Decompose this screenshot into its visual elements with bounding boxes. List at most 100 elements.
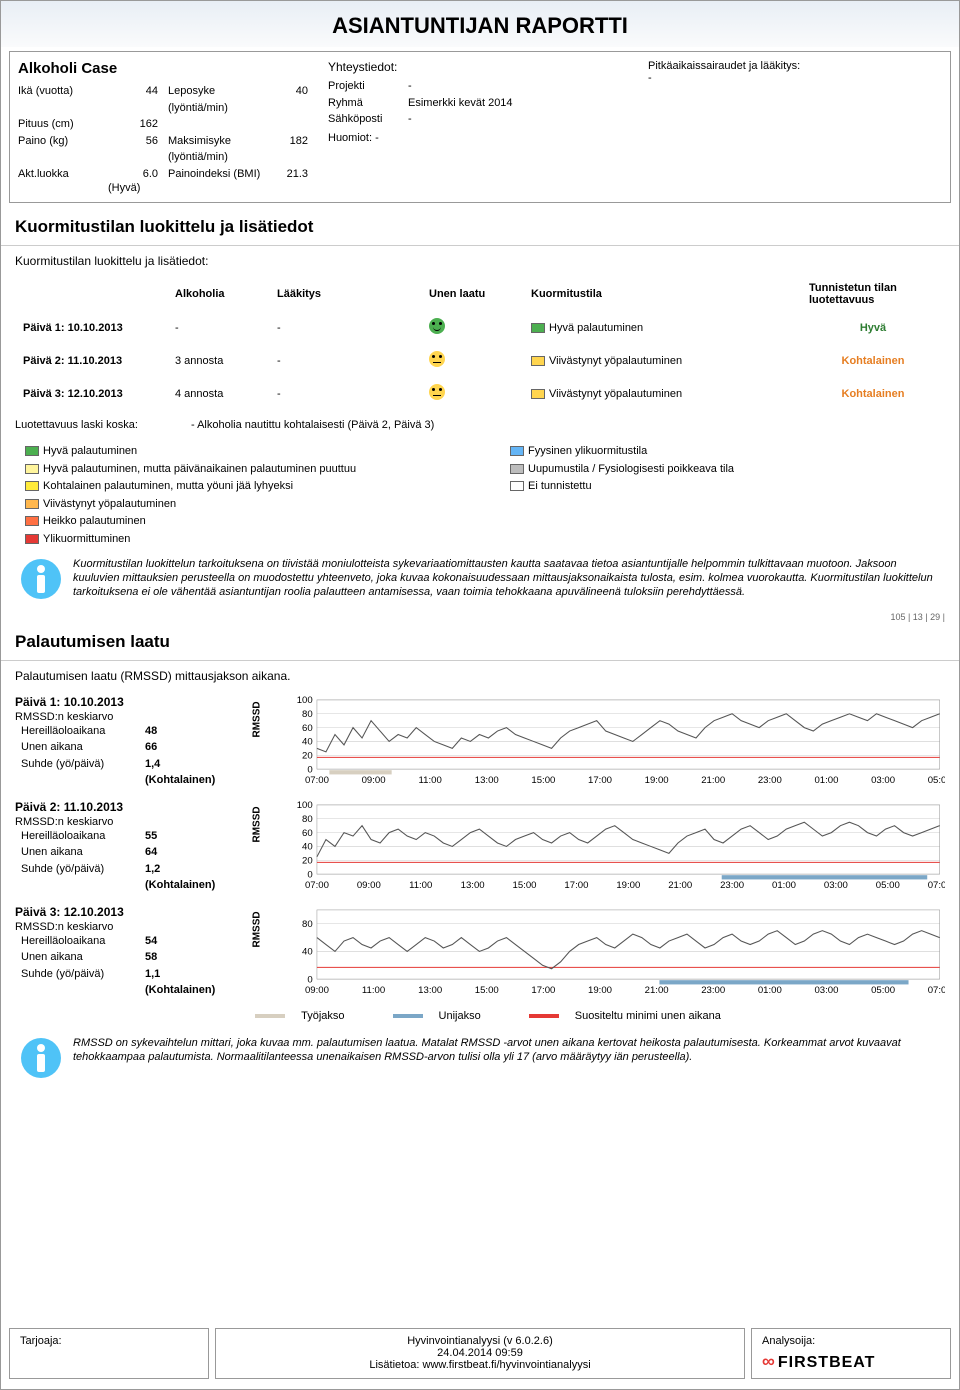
- table-header: Unen laatu: [423, 278, 523, 310]
- info-box-1: Kuormitustilan luokittelun tarkoituksena…: [15, 553, 945, 608]
- legend-item: Hyvä palautuminen: [25, 443, 450, 461]
- svg-text:100: 100: [297, 695, 313, 706]
- svg-text:13:00: 13:00: [418, 985, 442, 996]
- firstbeat-logo: ∞FIRSTBEAT: [762, 1351, 940, 1372]
- info-text-2: RMSSD on sykevaihtelun mittari, joka kuv…: [73, 1036, 941, 1083]
- patient-row: Paino (kg)56Maksimisyke (lyöntiä/min)182: [18, 133, 308, 166]
- table-header: Tunnistetun tilan luotettavuus: [803, 278, 943, 310]
- svg-text:01:00: 01:00: [758, 985, 782, 996]
- svg-text:19:00: 19:00: [645, 775, 669, 786]
- rmssd-chart: 020406080100 07:0009:0011:0013:0015:0017…: [285, 695, 945, 790]
- longterm-title: Pitkäaikaissairaudet ja lääkitys:: [648, 60, 942, 72]
- legend-item: Viivästynyt yöpalautuminen: [25, 496, 450, 514]
- table-header: Kuormitustila: [525, 278, 801, 310]
- legend-box: Hyvä palautuminenHyvä palautuminen, mutt…: [25, 443, 935, 549]
- classification-subtitle: Kuormitustilan luokittelu ja lisätiedot:: [1, 250, 959, 276]
- classification-title: Kuormitustilan luokittelu ja lisätiedot: [1, 207, 959, 241]
- svg-text:60: 60: [302, 827, 313, 838]
- svg-text:20: 20: [302, 750, 313, 761]
- svg-text:09:00: 09:00: [362, 775, 386, 786]
- svg-text:19:00: 19:00: [616, 880, 640, 891]
- svg-text:23:00: 23:00: [758, 775, 782, 786]
- small-numbers: 105 | 13 | 29 |: [1, 612, 945, 622]
- legend-item: Ei tunnistettu: [510, 478, 935, 496]
- footer-mid-2: 24.04.2014 09:59: [226, 1347, 734, 1359]
- footer-mid-3: Lisätietoa: www.firstbeat.fi/hyvinvointi…: [226, 1359, 734, 1371]
- svg-text:0: 0: [307, 764, 312, 775]
- note-label: Luotettavuus laski koska:: [15, 419, 138, 431]
- chart-legend-item: Suositeltu minimi unen aikana: [513, 1010, 721, 1022]
- patient-row: Akt.luokka6.0Painoindeksi (BMI)21.3: [18, 166, 308, 183]
- svg-text:05:00: 05:00: [928, 775, 945, 786]
- legend-item: Hyvä palautuminen, mutta päivänaikainen …: [25, 461, 450, 479]
- rmssd-day: Päivä 2: 11.10.2013 RMSSD:n keskiarvo He…: [15, 800, 945, 895]
- face-icon: [429, 384, 445, 400]
- svg-text:23:00: 23:00: [720, 880, 744, 891]
- rmssd-day: Päivä 1: 10.10.2013 RMSSD:n keskiarvo He…: [15, 695, 945, 790]
- longterm-value: -: [648, 72, 942, 84]
- patient-col: Alkoholi Case Ikä (vuotta)44Leposyke (ly…: [18, 60, 308, 194]
- legend-item: Heikko palautuminen: [25, 513, 450, 531]
- page-title: ASIANTUNTIJAN RAPORTTI: [1, 1, 959, 47]
- table-row: Päivä 3: 12.10.20134 annosta-Viivästynyt…: [17, 378, 943, 409]
- rmssd-chart: 04080 09:0011:0013:0015:0017:0019:0021:0…: [285, 905, 945, 1000]
- table-row: Päivä 2: 11.10.20133 annosta-Viivästynyt…: [17, 345, 943, 376]
- legend-item: Kohtalainen palautuminen, mutta yöuni jä…: [25, 478, 450, 496]
- svg-text:05:00: 05:00: [876, 880, 900, 891]
- svg-text:15:00: 15:00: [513, 880, 537, 891]
- svg-text:03:00: 03:00: [814, 985, 838, 996]
- info-box-2: RMSSD on sykevaihtelun mittari, joka kuv…: [15, 1032, 945, 1087]
- svg-text:07:00: 07:00: [305, 775, 329, 786]
- svg-text:05:00: 05:00: [871, 985, 895, 996]
- svg-text:11:00: 11:00: [419, 775, 442, 786]
- svg-text:17:00: 17:00: [531, 985, 555, 996]
- footer-left: Tarjoaja:: [9, 1328, 209, 1379]
- chart-legend-item: Unijakso: [377, 1010, 481, 1022]
- svg-text:40: 40: [302, 736, 313, 747]
- longterm-col: Pitkäaikaissairaudet ja lääkitys: -: [648, 60, 942, 194]
- footer-mid-1: Hyvinvointianalyysi (v 6.0.2.6): [226, 1335, 734, 1347]
- svg-text:11:00: 11:00: [409, 880, 432, 891]
- svg-text:17:00: 17:00: [564, 880, 588, 891]
- contact-row: RyhmäEsimerkki kevät 2014: [328, 95, 628, 112]
- rmssd-title: Palautumisen laatu: [1, 622, 959, 656]
- svg-text:21:00: 21:00: [701, 775, 725, 786]
- note-value: - Alkoholia nautittu kohtalaisesti (Päiv…: [191, 419, 434, 431]
- table-header: [17, 278, 167, 310]
- reliability-note: Luotettavuus laski koska: - Alkoholia na…: [15, 419, 945, 431]
- svg-text:80: 80: [302, 919, 313, 930]
- svg-text:09:00: 09:00: [305, 985, 329, 996]
- svg-text:40: 40: [302, 946, 313, 957]
- svg-text:07:00: 07:00: [305, 880, 329, 891]
- legend-item: Ylikuormittuminen: [25, 531, 450, 549]
- patient-row: Ikä (vuotta)44Leposyke (lyöntiä/min)40: [18, 83, 308, 116]
- face-icon: [429, 351, 445, 367]
- info-icon: [19, 557, 63, 604]
- table-row: Päivä 1: 10.10.2013--Hyvä palautuminenHy…: [17, 312, 943, 343]
- svg-text:09:00: 09:00: [357, 880, 381, 891]
- svg-text:01:00: 01:00: [814, 775, 838, 786]
- svg-text:13:00: 13:00: [461, 880, 485, 891]
- footer-mid: Hyvinvointianalyysi (v 6.0.2.6) 24.04.20…: [215, 1328, 745, 1379]
- info-text-1: Kuormitustilan luokittelun tarkoituksena…: [73, 557, 941, 604]
- legend-item: Uupumustila / Fysiologisesti poikkeava t…: [510, 461, 935, 479]
- svg-text:01:00: 01:00: [772, 880, 796, 891]
- svg-text:11:00: 11:00: [362, 985, 385, 996]
- footer-right: Analysoija: ∞FIRSTBEAT: [751, 1328, 951, 1379]
- rmssd-day: Päivä 3: 12.10.2013 RMSSD:n keskiarvo He…: [15, 905, 945, 1000]
- header-box: Alkoholi Case Ikä (vuotta)44Leposyke (ly…: [9, 51, 951, 203]
- patient-row: Pituus (cm)162: [18, 116, 308, 133]
- svg-text:19:00: 19:00: [588, 985, 612, 996]
- svg-text:07:00: 07:00: [928, 985, 945, 996]
- svg-text:20: 20: [302, 855, 313, 866]
- svg-text:0: 0: [307, 869, 312, 880]
- svg-text:80: 80: [302, 709, 313, 720]
- rmssd-chart: 020406080100 07:0009:0011:0013:0015:0017…: [285, 800, 945, 895]
- contact-title: Yhteystiedot:: [328, 60, 628, 74]
- svg-text:40: 40: [302, 841, 313, 852]
- chart-legend: TyöjaksoUnijaksoSuositeltu minimi unen a…: [1, 1010, 959, 1022]
- svg-text:0: 0: [307, 974, 312, 985]
- page: ASIANTUNTIJAN RAPORTTI Alkoholi Case Ikä…: [0, 0, 960, 1390]
- footer-right-label: Analysoija:: [762, 1335, 940, 1347]
- svg-text:13:00: 13:00: [475, 775, 499, 786]
